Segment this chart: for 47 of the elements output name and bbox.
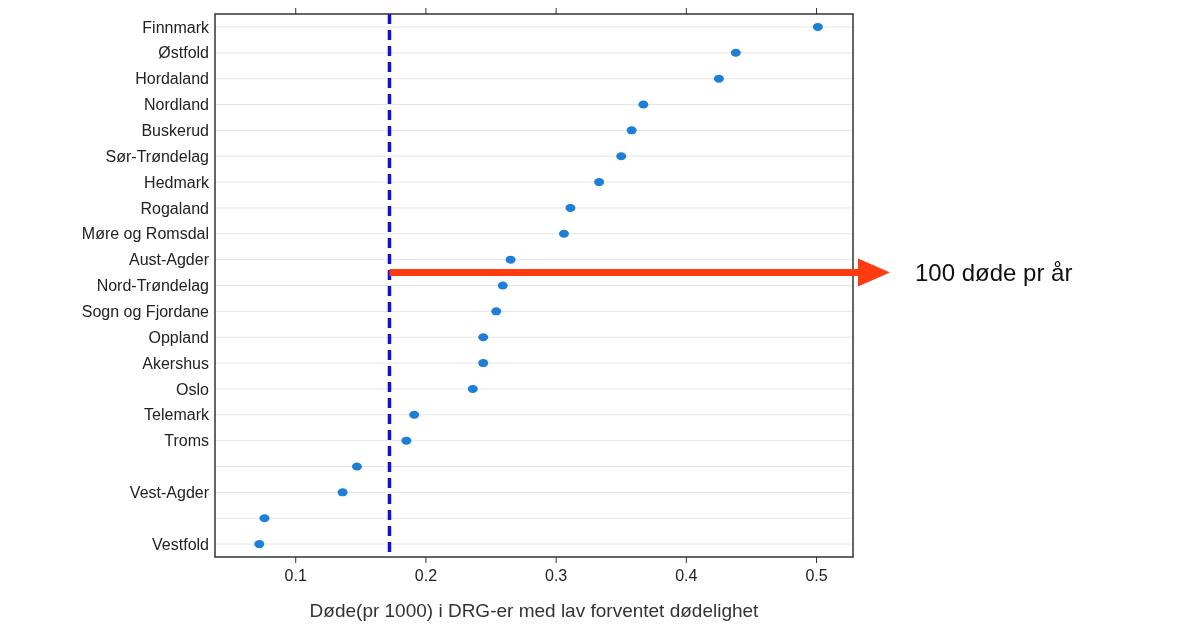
- point: [254, 540, 265, 549]
- y-tick-label: Oslo: [176, 380, 210, 398]
- text: 100 døde pr år: [915, 258, 1073, 286]
- point: [505, 255, 516, 264]
- y-tick-label: Troms: [164, 432, 209, 450]
- point: [351, 462, 362, 471]
- x-tick-label: 0.5: [805, 567, 828, 584]
- x-tick-label: 0.1: [284, 567, 307, 584]
- x-tick-label: 0.4: [675, 567, 698, 584]
- point: [713, 74, 724, 83]
- y-tick-label: Buskerud: [141, 121, 209, 139]
- y-tick-label: Akershus: [142, 354, 209, 372]
- point: [558, 229, 569, 238]
- y-tick-label: Hedmark: [144, 173, 210, 191]
- point: [337, 488, 348, 497]
- y-tick-label: Østfold: [158, 44, 209, 62]
- y-tick-label: Finnmark: [142, 18, 210, 36]
- point: [409, 410, 420, 419]
- point: [594, 178, 605, 187]
- y-tick-label: Sør-Trøndelag: [105, 147, 209, 165]
- y-tick-label: Nordland: [144, 96, 209, 114]
- point: [259, 514, 270, 523]
- point: [626, 126, 637, 135]
- y-tick-label: Aust-Agder: [128, 251, 210, 269]
- x-tick-label: 0.3: [545, 567, 568, 584]
- y-tick-label: Oppland: [148, 328, 209, 346]
- point: [616, 152, 627, 161]
- point: [638, 100, 649, 109]
- point: [497, 281, 508, 290]
- y-tick-label: Hordaland: [135, 70, 209, 88]
- y-tick-label: Rogaland: [140, 199, 209, 217]
- y-tick-label: Nord-Trøndelag: [96, 277, 209, 295]
- y-tick-label: Telemark: [144, 406, 210, 424]
- point: [478, 333, 489, 342]
- point: [812, 22, 823, 31]
- point: [401, 436, 412, 445]
- y-tick-label: Vestfold: [152, 535, 209, 553]
- x-tick-label: 0.2: [414, 567, 438, 584]
- y-tick-label: Møre og Romsdal: [81, 225, 209, 243]
- point: [467, 384, 478, 393]
- point: [565, 203, 576, 212]
- y-tick-label: Sogn og Fjordane: [81, 302, 210, 320]
- point: [730, 48, 741, 57]
- point: [491, 307, 502, 316]
- point: [478, 359, 489, 368]
- y-tick-label: Vest-Agder: [129, 483, 210, 501]
- x-axis-title: Døde(pr 1000) i DRG-er med lav forventet dødelighet: [309, 600, 760, 621]
